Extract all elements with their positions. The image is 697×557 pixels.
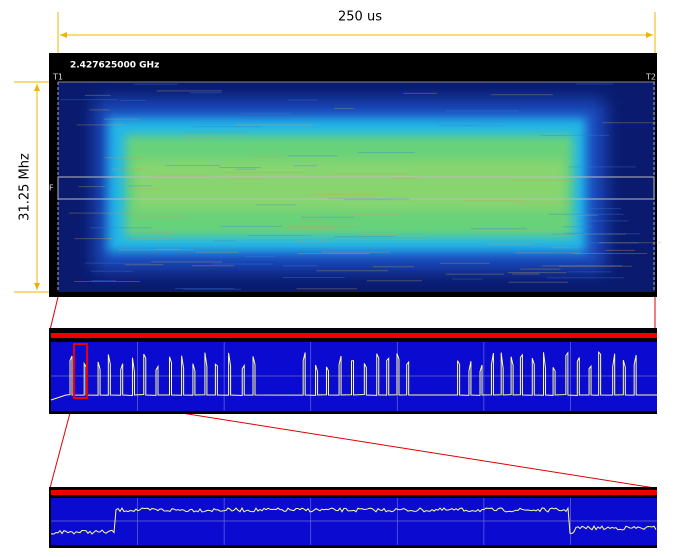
center-frequency: 2.427625000 GHz <box>70 61 159 71</box>
marker-label: T1 <box>52 73 63 82</box>
trace <box>50 506 657 535</box>
overview-bar <box>51 333 657 338</box>
noise-streaks <box>60 83 662 290</box>
marker-label: F <box>49 184 54 193</box>
zoom-line <box>49 296 59 331</box>
signal-core <box>135 160 565 210</box>
freq-band <box>57 176 655 200</box>
overview-bar <box>51 490 657 495</box>
dimension-label: 31.25 Mhz <box>18 153 33 221</box>
zoom-box <box>73 343 88 399</box>
trace-area <box>51 498 657 545</box>
trace <box>50 350 657 401</box>
grid <box>51 498 657 545</box>
marker-label: T2 <box>645 73 656 82</box>
dimension-label: 250 us <box>338 10 382 25</box>
